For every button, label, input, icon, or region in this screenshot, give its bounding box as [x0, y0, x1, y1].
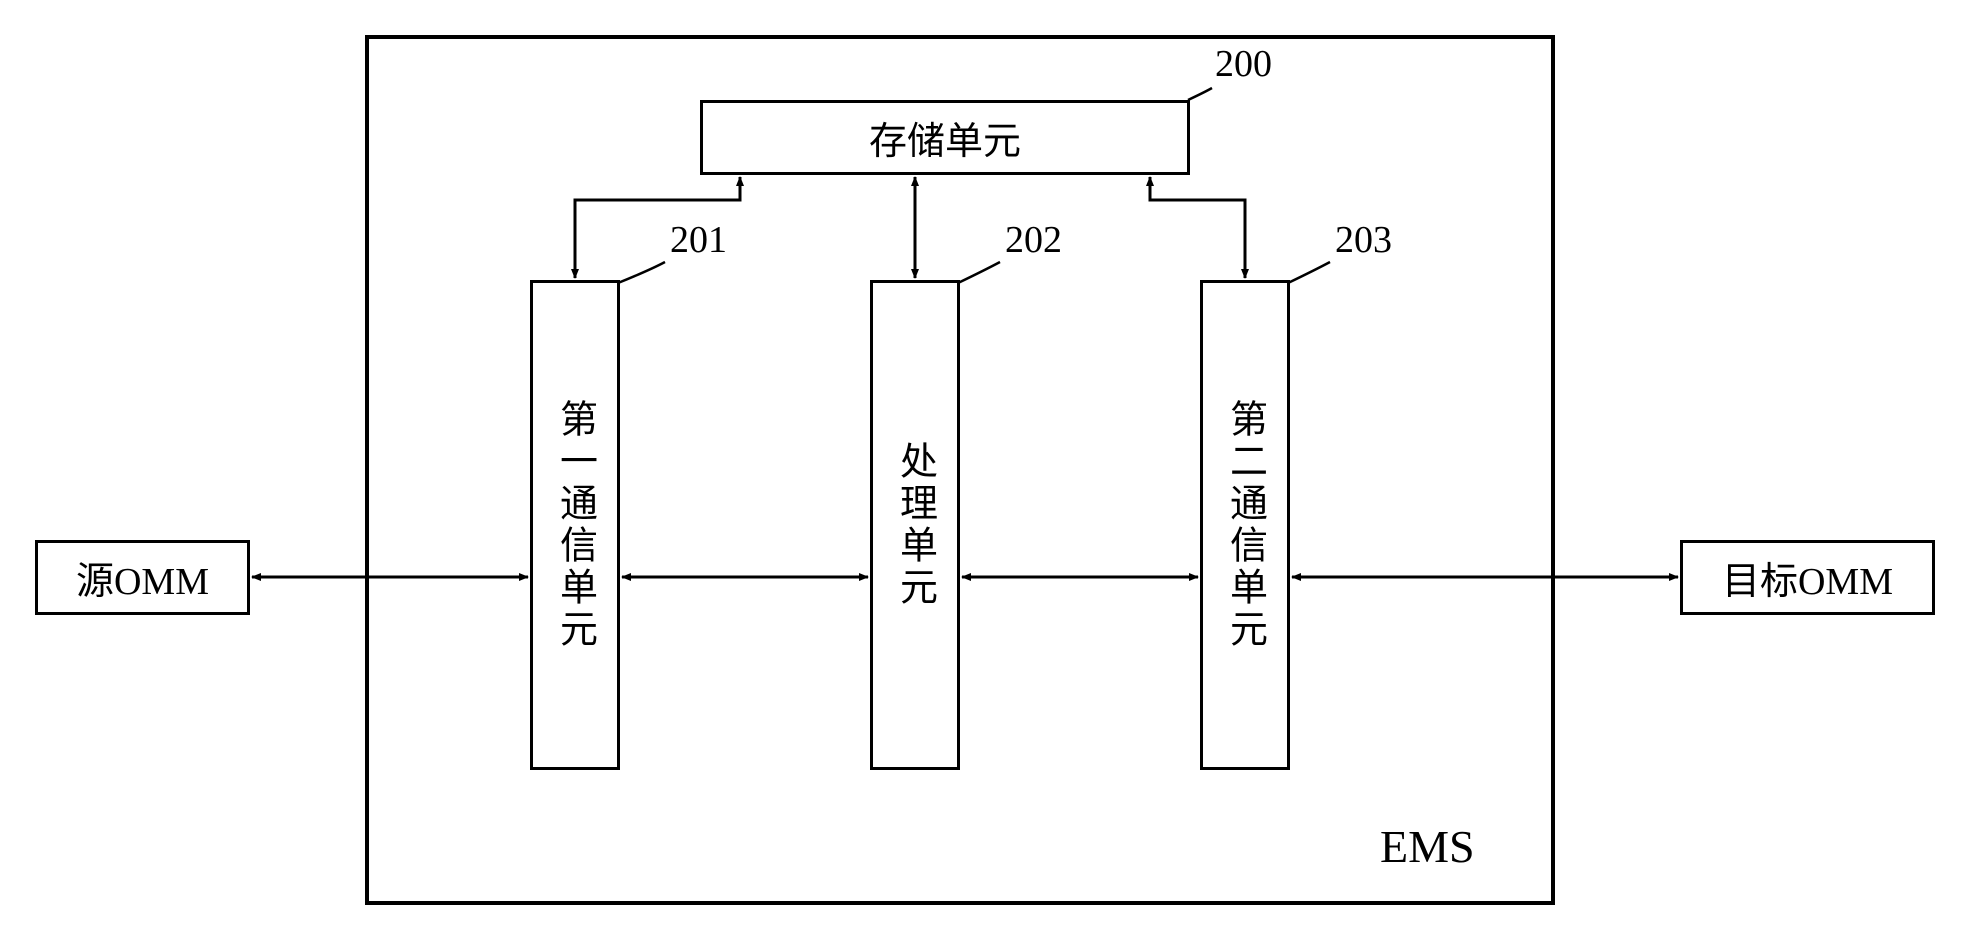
first-comm-box: 第一通信单元 [530, 280, 620, 770]
target-omm-label: 目标OMM [1722, 550, 1893, 605]
ref-201: 201 [670, 218, 727, 262]
target-omm-box: 目标OMM [1680, 540, 1935, 615]
ref-200: 200 [1215, 42, 1272, 86]
source-omm-label: 源OMM [76, 550, 209, 605]
processing-unit-box: 处理单元 [870, 280, 960, 770]
second-comm-label: 第二通信单元 [1218, 399, 1273, 651]
ref-203: 203 [1335, 218, 1392, 262]
second-comm-box: 第二通信单元 [1200, 280, 1290, 770]
first-comm-label: 第一通信单元 [548, 399, 603, 651]
block-diagram: EMS 源OMM 目标OMM 存储单元 第一通信单元 处理单元 第二通信单元 2… [0, 0, 1968, 943]
ref-202: 202 [1005, 218, 1062, 262]
processing-unit-label: 处理单元 [888, 441, 943, 609]
ems-label: EMS [1380, 820, 1475, 873]
source-omm-box: 源OMM [35, 540, 250, 615]
storage-unit-label: 存储单元 [869, 110, 1021, 165]
storage-unit-box: 存储单元 [700, 100, 1190, 175]
